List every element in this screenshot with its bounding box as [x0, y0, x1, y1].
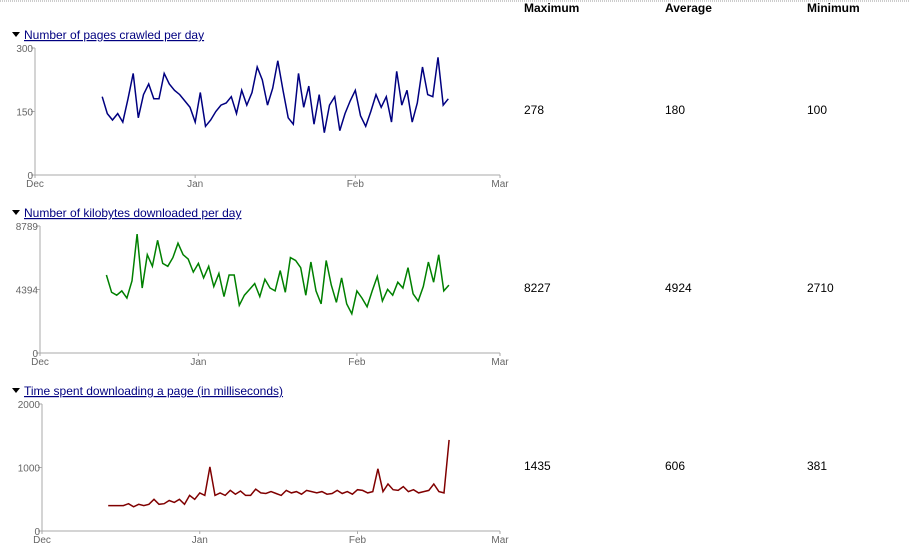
x-tick-label: Feb — [349, 535, 367, 546]
expand-triangle[interactable] — [12, 388, 20, 393]
y-tick-label: 150 — [16, 108, 33, 119]
data-line — [101, 57, 449, 133]
x-tick-label: Dec — [31, 357, 49, 368]
column-header: Maximum — [524, 1, 579, 15]
y-tick-label: 0 — [32, 349, 38, 360]
x-tick-label: Jan — [192, 535, 208, 546]
stat-value: 2710 — [807, 281, 834, 295]
x-tick-label: Jan — [190, 357, 206, 368]
stat-value: 278 — [524, 103, 544, 117]
data-line — [105, 234, 450, 316]
stat-value: 1435 — [524, 459, 551, 473]
stat-value: 606 — [665, 459, 685, 473]
x-tick-label: Dec — [33, 535, 51, 546]
stat-value: 8227 — [524, 281, 551, 295]
chart-title[interactable]: Time spent downloading a page (in millis… — [24, 384, 283, 398]
x-tick-label: Feb — [348, 357, 366, 368]
y-tick-label: 2000 — [18, 400, 41, 411]
data-line — [108, 439, 450, 508]
x-tick-label: Mar — [491, 535, 509, 546]
stat-value: 180 — [665, 103, 685, 117]
y-tick-label: 1000 — [18, 464, 41, 475]
chart-title[interactable]: Number of kilobytes downloaded per day — [24, 206, 241, 220]
chart-title[interactable]: Number of pages crawled per day — [24, 28, 204, 42]
stat-value: 100 — [807, 103, 827, 117]
x-tick-label: Mar — [491, 179, 509, 190]
x-tick-label: Jan — [187, 179, 203, 190]
expand-triangle[interactable] — [12, 210, 20, 215]
stat-value: 381 — [807, 459, 827, 473]
y-tick-label: 0 — [27, 171, 33, 182]
column-header: Average — [665, 1, 712, 15]
x-tick-label: Feb — [347, 179, 365, 190]
column-header: Minimum — [807, 1, 860, 15]
expand-triangle[interactable] — [12, 32, 20, 37]
y-tick-label: 4394 — [16, 286, 39, 297]
x-tick-label: Mar — [491, 357, 509, 368]
y-tick-label: 8789 — [16, 222, 39, 233]
y-tick-label: 300 — [16, 44, 33, 55]
x-tick-label: Dec — [26, 179, 44, 190]
stat-value: 4924 — [665, 281, 692, 295]
y-tick-label: 0 — [34, 527, 40, 538]
